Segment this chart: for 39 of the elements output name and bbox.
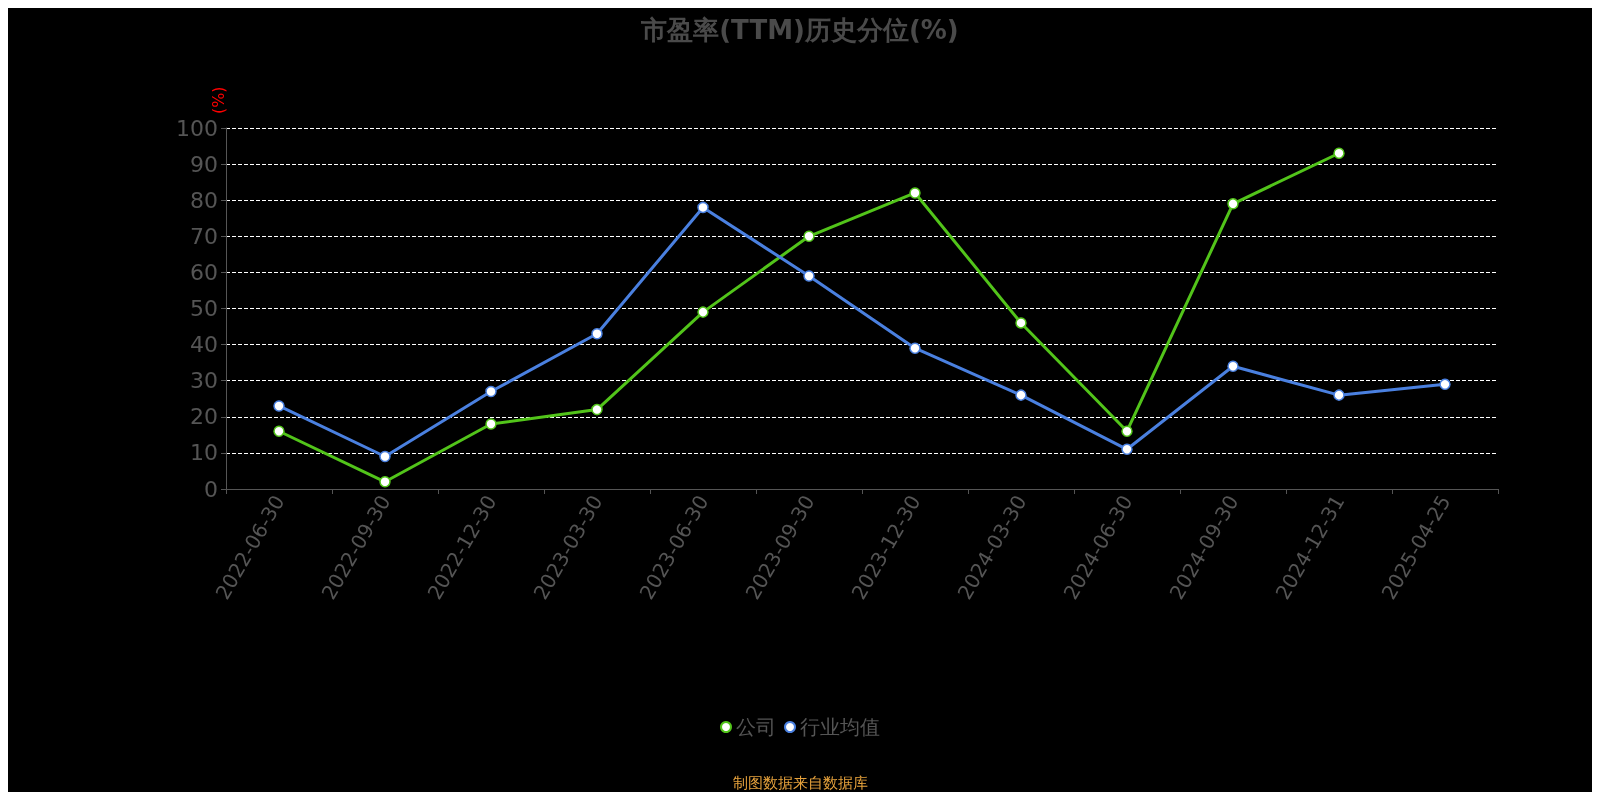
point bbox=[1121, 425, 1133, 437]
point bbox=[591, 403, 603, 416]
point bbox=[1333, 147, 1345, 160]
y-tick-label: 90 bbox=[190, 151, 218, 177]
point bbox=[1015, 317, 1027, 329]
y-tick-label: 20 bbox=[190, 404, 218, 430]
y-tick-label: 60 bbox=[190, 259, 218, 285]
point bbox=[697, 306, 709, 318]
text: 制图数据来自数据库 bbox=[732, 773, 868, 792]
legend-label: 公司 bbox=[736, 715, 776, 739]
point bbox=[273, 425, 285, 437]
point bbox=[379, 476, 391, 488]
point bbox=[1121, 443, 1133, 456]
chart-title: 市盈率(TTM)历史分位(%) bbox=[640, 15, 959, 45]
point bbox=[909, 342, 921, 354]
point bbox=[1333, 389, 1345, 401]
point bbox=[379, 450, 391, 463]
y-tick-label: 100 bbox=[176, 115, 218, 141]
y-axis-title: (%) bbox=[208, 86, 228, 115]
y-tick-label: 40 bbox=[190, 332, 218, 358]
point bbox=[697, 201, 709, 214]
point bbox=[485, 418, 497, 430]
y-tick-label: 10 bbox=[190, 440, 218, 466]
point bbox=[591, 328, 603, 340]
point bbox=[1439, 378, 1451, 391]
y-tick-label: 70 bbox=[190, 223, 218, 249]
point bbox=[273, 400, 285, 412]
point bbox=[1015, 389, 1027, 401]
point bbox=[1227, 360, 1239, 373]
point bbox=[485, 385, 497, 398]
point bbox=[1227, 198, 1239, 210]
legend-label: 行业均值 bbox=[800, 715, 880, 739]
y-tick-label: 80 bbox=[190, 187, 218, 213]
point bbox=[803, 230, 815, 243]
y-tick-label: 0 bbox=[204, 476, 218, 502]
point bbox=[803, 270, 815, 282]
y-tick-label: 30 bbox=[190, 368, 218, 394]
y-tick-label: 50 bbox=[190, 296, 218, 321]
point bbox=[909, 187, 921, 199]
